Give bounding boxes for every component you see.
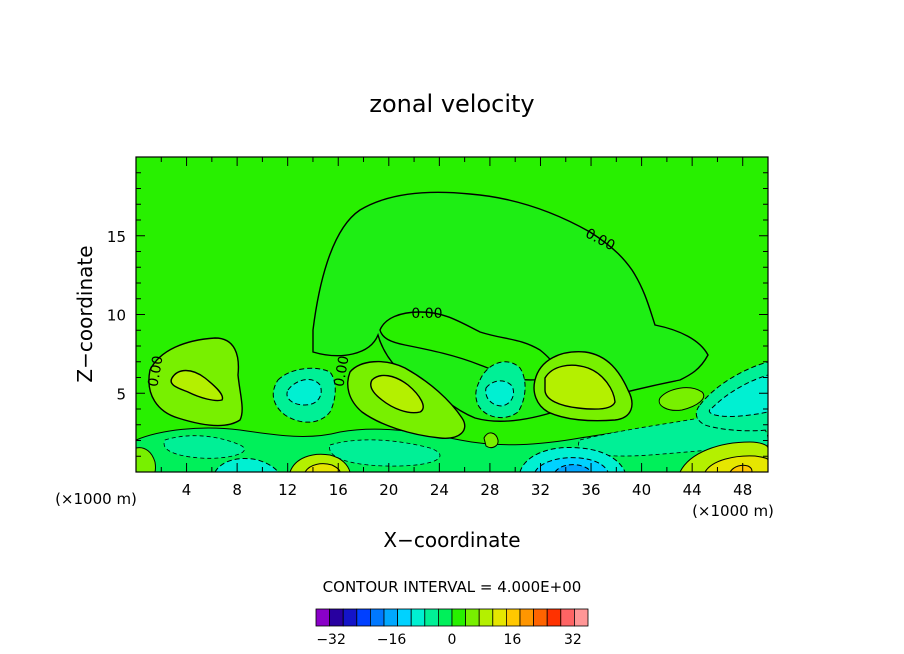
- neg-x28-inner: [485, 380, 515, 407]
- cell-x43: [658, 387, 705, 411]
- colorbar-tick-label: 16: [504, 632, 522, 648]
- x-tick-label: 44: [683, 481, 702, 499]
- colorbar-swatch: [329, 608, 344, 627]
- x-tick-label: 36: [581, 481, 600, 499]
- y-tick-label: 5: [116, 385, 126, 403]
- colorbar-swatch: [410, 608, 426, 627]
- pos-x48-surface-3: [729, 464, 753, 472]
- surface-band-inner2: [329, 439, 441, 467]
- contour-label: 0.00: [331, 355, 352, 388]
- x-tick-label: 12: [278, 481, 297, 499]
- colorbar-swatch: [574, 608, 589, 627]
- colorbar-tick-label: −32: [316, 632, 346, 648]
- neg-x33-surface-3: [554, 464, 591, 472]
- colorbar-swatch: [356, 608, 371, 627]
- x-tick-label: 20: [379, 481, 398, 499]
- x-tick-label: 48: [733, 481, 752, 499]
- x-axis-label: X−coordinate: [383, 528, 520, 552]
- contour-fills: [136, 191, 768, 472]
- colorbar: [315, 608, 589, 627]
- colorbar-swatch: [505, 608, 521, 627]
- colorbar-tick-label: 32: [564, 632, 582, 648]
- surface-band-inner: [163, 435, 245, 459]
- colorbar-swatch: [451, 608, 467, 627]
- contour-label: 0.00: [145, 355, 166, 388]
- colorbar-swatch: [424, 608, 439, 627]
- x-tick-label: 24: [430, 481, 449, 499]
- x-tick-label: 28: [480, 481, 499, 499]
- colorbar-swatch: [560, 608, 575, 627]
- pos-x15-surface-2: [304, 463, 341, 472]
- colorbar-swatch: [342, 608, 358, 627]
- colorbar-tick-labels: −32 −16 0 16 32: [316, 632, 581, 648]
- y-unit-label: (×1000 m): [55, 490, 137, 508]
- colorbar-tick-label: −16: [377, 632, 407, 648]
- cell-x20-inner: [370, 374, 424, 414]
- x-tick-label: 4: [182, 481, 192, 499]
- colorbar-swatch: [383, 608, 399, 627]
- y-axis-label: Z−coordinate: [73, 245, 97, 382]
- colorbar-swatch: [369, 608, 385, 627]
- cell-x34-inner: [544, 364, 616, 410]
- colorbar-swatch: [492, 608, 507, 627]
- x-tick-labels: 4 8 12 16 20 24 28 32 36 40 44 48: [182, 481, 752, 499]
- x-unit-label: (×1000 m): [692, 502, 774, 520]
- x-tick-label: 8: [232, 481, 242, 499]
- small-blob-x28: [483, 432, 499, 449]
- x-tick-label: 40: [632, 481, 651, 499]
- axis-ticks: [136, 157, 768, 472]
- colorbar-swatch: [533, 608, 548, 627]
- y-tick-label: 15: [107, 228, 126, 246]
- colorbar-swatch: [519, 608, 535, 627]
- colorbar-swatch: [546, 608, 562, 627]
- y-tick-labels: 5 10 15: [107, 228, 126, 404]
- y-tick-label: 10: [107, 307, 126, 325]
- neg-x14-inner: [286, 379, 322, 406]
- x-tick-label: 16: [329, 481, 348, 499]
- neg-x47-inner: [708, 374, 768, 417]
- colorbar-swatch: [465, 608, 480, 627]
- contour-label: 0.00: [411, 306, 442, 322]
- cell-x5-inner: [170, 369, 224, 402]
- colorbar-swatch: [478, 608, 494, 627]
- colorbar-swatch: [315, 608, 331, 627]
- contour-interval-text: CONTOUR INTERVAL = 4.000E+00: [323, 578, 582, 596]
- colorbar-swatch: [397, 608, 412, 627]
- chart-title: zonal velocity: [369, 90, 534, 118]
- colorbar-swatch: [437, 608, 453, 627]
- colorbar-tick-label: 0: [448, 632, 457, 648]
- plot-area: 0.00 0.00 0.00 0.00: [135, 156, 769, 473]
- x-tick-label: 32: [531, 481, 550, 499]
